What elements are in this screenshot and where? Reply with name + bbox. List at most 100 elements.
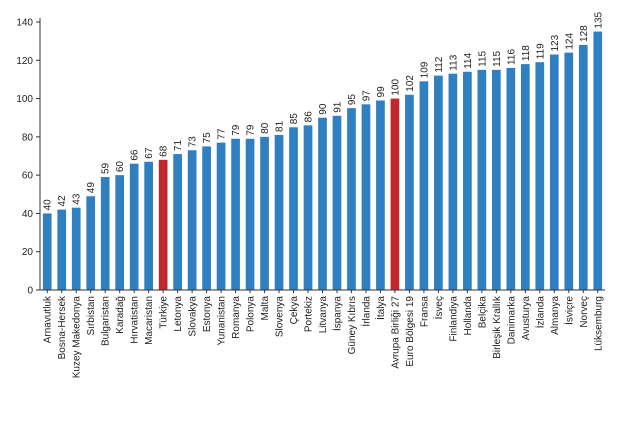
bar-value-label: 43 [72,193,83,205]
bar [260,136,269,290]
bar-value-label: 123 [550,34,561,51]
bar-value-label: 59 [101,162,112,174]
y-axis: 0 20 40 60 80 100 120 140 [16,18,41,297]
bars-group [42,31,603,291]
bar [535,62,545,291]
bar [448,73,458,290]
x-category-label: Arnavutluk [43,295,54,343]
bar [86,196,96,290]
bar-value-label: 97 [361,90,372,102]
bar-value-label: 112 [434,56,445,72]
bar [405,94,414,291]
x-category-label: Euro Bölgesi 19 [405,296,416,367]
bar-value-label: 124 [564,33,575,50]
y-tick-label: 100 [16,94,33,105]
x-category-label: Belçika [477,296,488,329]
bar [361,104,371,290]
x-category-label: İspanya [330,296,343,331]
bar-value-label: 42 [57,195,68,207]
x-category-label: İsveç [432,296,445,319]
bar-value-label: 90 [318,103,329,115]
x-category-label: Avrupa Birliği 27 [390,296,401,369]
bar [549,54,559,290]
bar-value-label: 79 [231,124,242,136]
bar [216,142,226,290]
bar [564,52,574,290]
bar [42,213,52,290]
bar-value-label: 91 [332,101,343,113]
bar-value-label: 71 [173,140,184,152]
x-category-label: İrlanda [359,296,372,327]
bar [231,138,240,290]
x-category-label: Romanya [231,296,242,339]
bar-value-label: 73 [188,136,199,148]
bar [477,69,487,290]
bar [202,146,211,290]
bar-value-label: 100 [390,78,401,95]
x-category-label: Letonya [173,296,184,332]
bar [376,100,385,291]
bar [115,175,125,290]
x-category-label: Finlandiya [448,296,459,342]
bar [463,71,472,291]
bar [520,64,530,290]
x-category-label: Çekya [289,296,300,325]
x-category-label: Sırbistan [86,296,97,335]
y-tick-label: 20 [22,247,34,258]
bar-value-label: 40 [43,199,54,211]
x-category-label: Slovenya [275,296,286,338]
bar-value-label: 80 [260,122,271,134]
y-tick-label: 0 [27,286,33,297]
x-category-label: Avusturya [521,296,532,341]
x-category-label: İtalya [374,296,387,320]
bar [274,134,284,290]
bar [129,163,139,290]
y-tick-label: 80 [22,132,34,143]
bar [434,75,443,290]
x-category-label: Birleşik Krallık [492,295,503,359]
bar [100,177,110,290]
bar-value-label: 113 [448,54,459,70]
bar [347,108,356,290]
bar-value-label: 115 [492,50,503,66]
bar [158,159,168,290]
y-tick-label: 40 [22,209,34,220]
bar [492,69,501,290]
x-category-label: Polonya [246,296,257,333]
bar [332,115,342,290]
x-category-label: Kuzey Makedonya [72,296,83,379]
bar-value-label: 79 [246,124,257,136]
bar [144,161,153,290]
bar-value-label: 49 [86,182,97,194]
x-category-label: Almanya [550,296,561,335]
bar [173,154,182,290]
bar [245,138,255,290]
bar-value-label: 85 [289,113,300,125]
x-category-label: Portekiz [304,296,315,332]
bar-value-label: 75 [202,132,213,144]
x-category-label: Yunanistan [217,296,228,346]
bar-value-label: 135 [593,11,604,28]
bar-value-label: 115 [477,50,488,66]
bar-value-label: 99 [376,86,387,98]
bar-value-label: 95 [347,94,358,106]
bar-value-label: 81 [275,120,286,132]
bar-value-label: 86 [304,111,315,123]
y-tick-label: 60 [22,171,34,182]
x-category-label: Türkiye [159,296,170,329]
bar [593,31,603,290]
x-category-label: Bulgaristan [101,296,112,346]
x-category-label: Hollanda [463,296,474,336]
x-category-label: Macaristan [144,296,155,345]
bar-value-label: 109 [419,61,430,78]
bar [303,125,313,291]
bar-value-label: 128 [579,25,590,42]
x-category-label: Fransa [419,296,430,328]
bar [390,98,400,290]
x-category-label: Malta [260,296,271,321]
bar [187,150,197,290]
x-category-label: Bosna-Hersek [57,295,68,359]
bar-value-label: 114 [463,52,474,68]
